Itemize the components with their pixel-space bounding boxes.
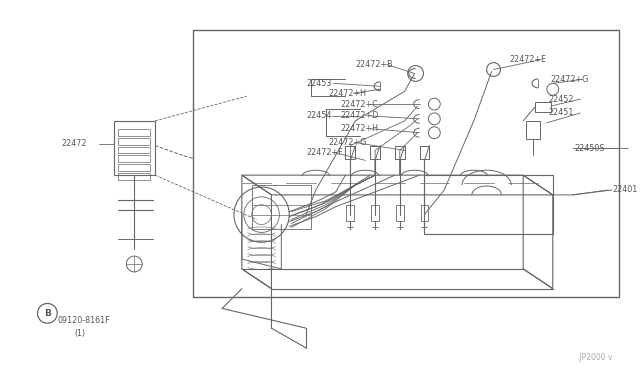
Bar [346, 145, 355, 159]
Bar [371, 205, 379, 221]
Bar [395, 145, 404, 159]
Text: 22472: 22472 [61, 139, 86, 148]
Bar [118, 164, 150, 171]
Text: 22472+G: 22472+G [551, 75, 589, 84]
Text: 22472+C: 22472+C [340, 100, 378, 109]
Bar [118, 138, 150, 145]
Bar [396, 205, 404, 221]
Bar [252, 185, 311, 230]
Text: 22472+E: 22472+E [509, 55, 547, 64]
Text: (1): (1) [74, 328, 85, 337]
Bar [346, 205, 355, 221]
Text: 22472+D: 22472+D [340, 112, 379, 121]
Text: 22472+H: 22472+H [340, 124, 378, 133]
Text: 22451: 22451 [549, 109, 574, 118]
Bar [420, 205, 428, 221]
Text: 22401: 22401 [612, 186, 637, 195]
Bar [420, 145, 429, 159]
Bar [118, 155, 150, 162]
Text: 09120-8161F: 09120-8161F [57, 316, 110, 325]
Bar [118, 147, 150, 153]
Text: 22452: 22452 [549, 94, 574, 104]
Text: 22472+F: 22472+F [306, 148, 342, 157]
Bar [535, 102, 551, 112]
Text: 22454: 22454 [306, 112, 332, 121]
Bar [113, 121, 155, 175]
Text: .JP2000 v: .JP2000 v [577, 353, 612, 362]
Bar [424, 175, 553, 234]
Text: 22472+B: 22472+B [355, 60, 393, 69]
Bar [118, 129, 150, 136]
Text: B: B [44, 309, 51, 318]
Bar [526, 121, 540, 139]
Bar [193, 30, 619, 296]
Text: 22472+G: 22472+G [329, 138, 367, 147]
Text: 22450S: 22450S [575, 144, 605, 153]
Bar [118, 173, 150, 180]
Text: 22472+H: 22472+H [329, 89, 367, 98]
Bar [370, 145, 380, 159]
Text: 22453: 22453 [306, 79, 332, 88]
